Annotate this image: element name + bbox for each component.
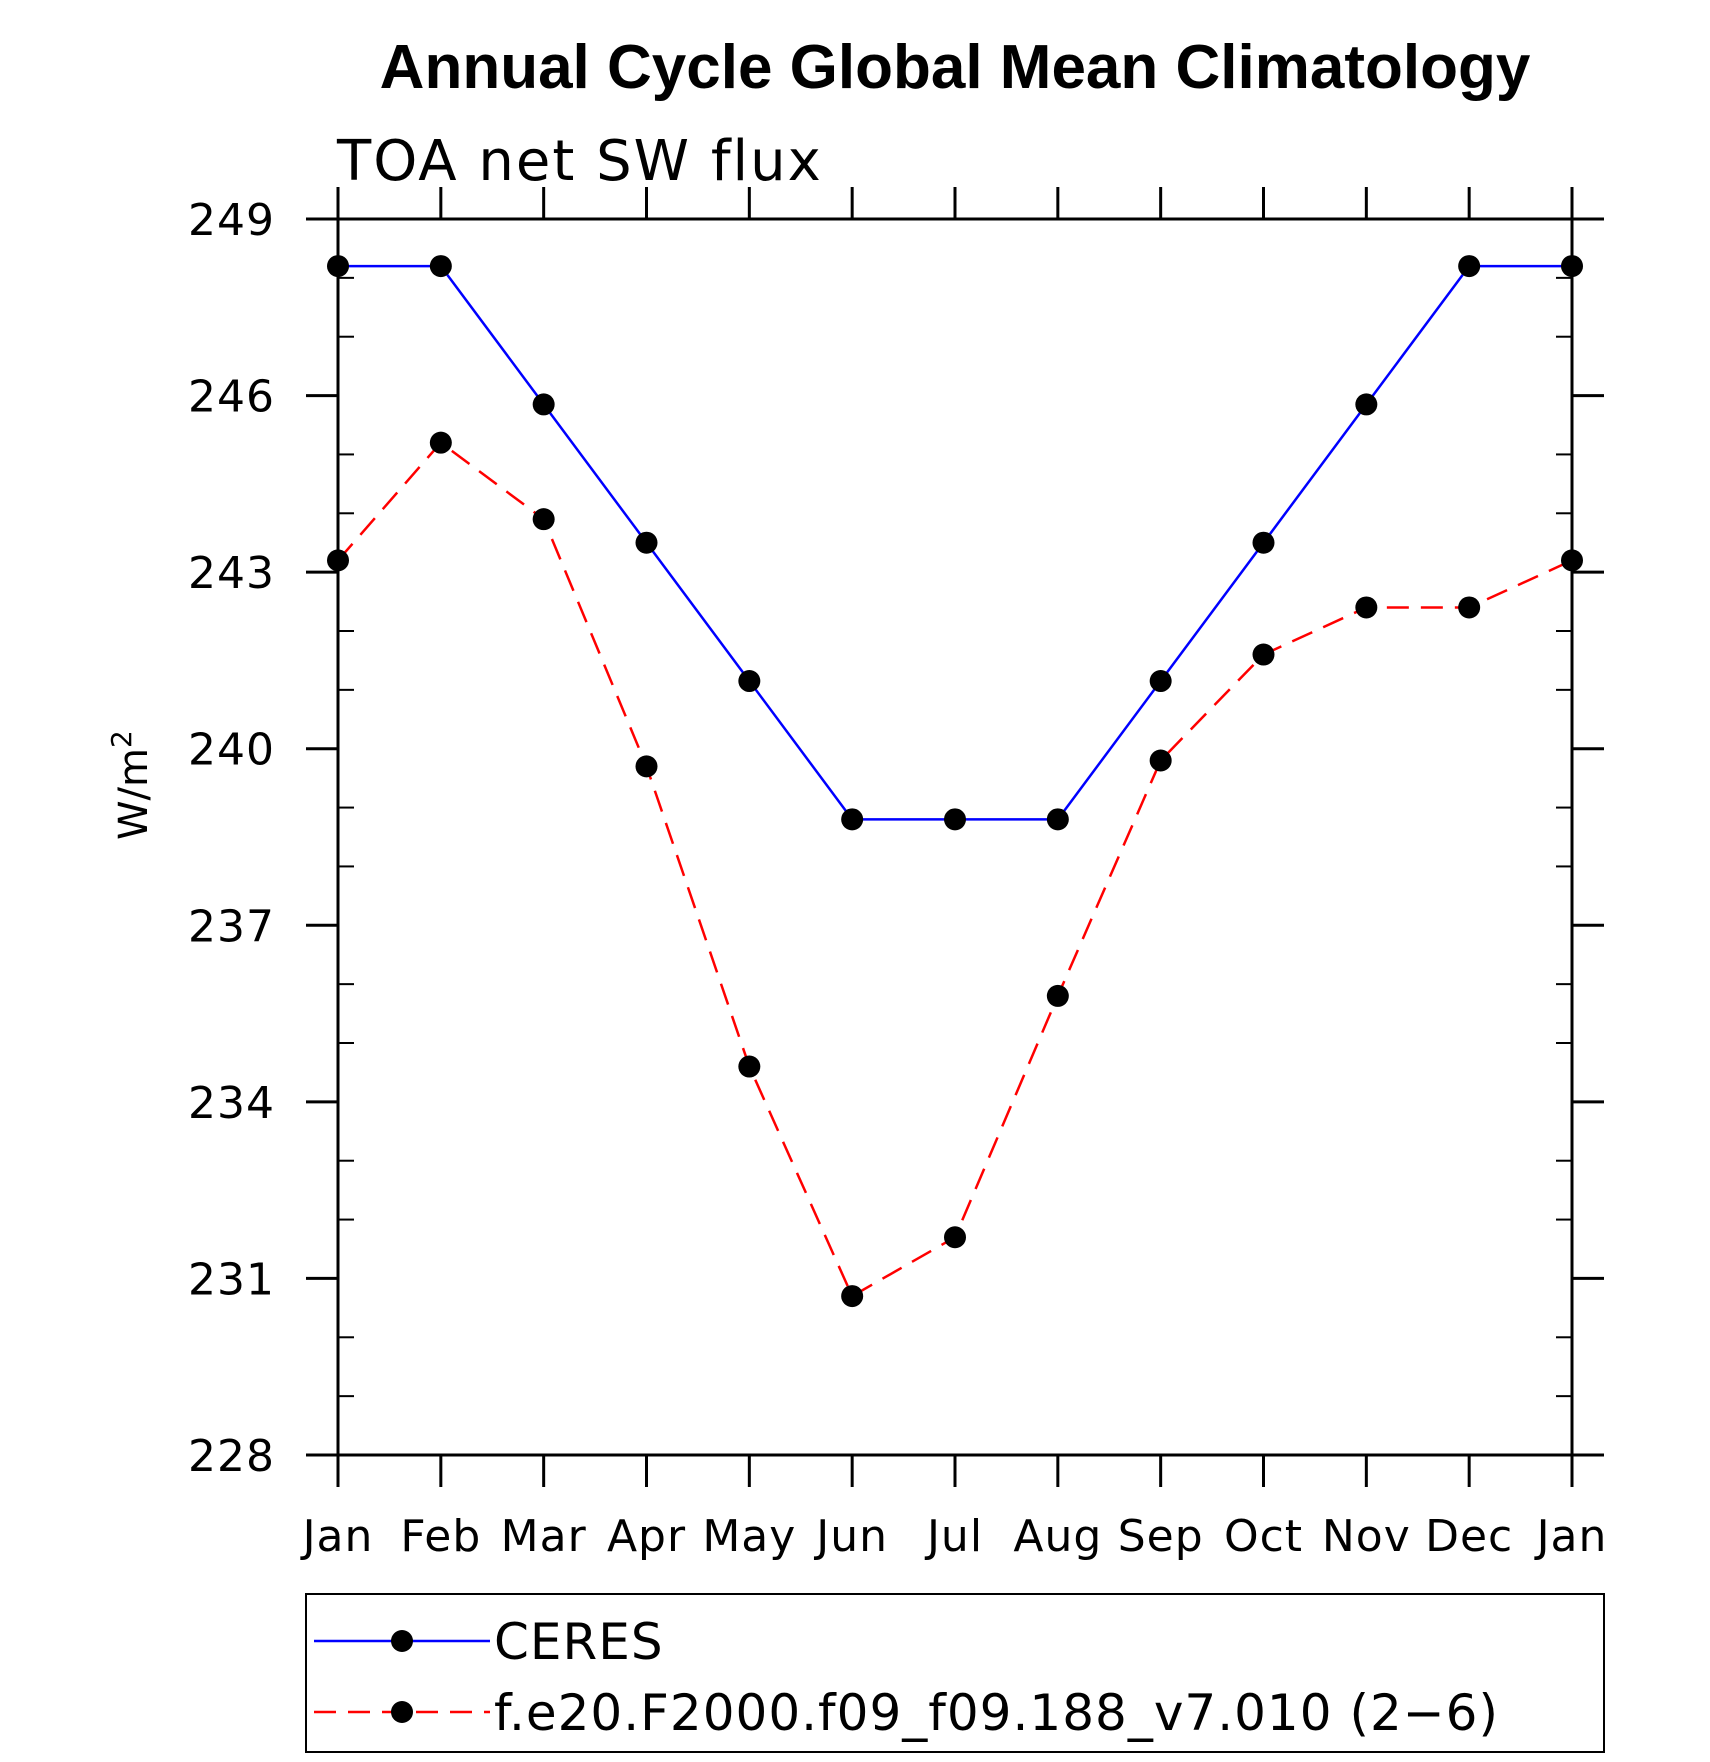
axis-ticks [306, 187, 1604, 1487]
series-2-point [532, 508, 555, 531]
series-1-point [1046, 808, 1069, 831]
series-1-point [532, 393, 555, 416]
legend: CERES f.e20.F2000.f09_f09.188_v7.010 (2−6… [314, 1613, 1499, 1742]
series-2-point [738, 1055, 761, 1078]
series-2-point [1355, 596, 1378, 619]
series-1-point [635, 531, 658, 554]
legend-marker-2 [391, 1701, 413, 1723]
y-tick-label: 249 [188, 195, 275, 246]
series-2-point [635, 755, 658, 778]
chart-subtitle: TOA net SW flux [336, 129, 823, 194]
series-2-point [429, 431, 452, 454]
x-tick-label: Mar [501, 1511, 587, 1562]
series-1-point [1458, 255, 1481, 278]
tick-labels: Jan Feb Mar Apr May Jun Jul Aug Sep Oct Nov Dec Jan 2… [188, 195, 1608, 1562]
legend-marker-1 [391, 1630, 413, 1652]
x-tick-label: Sep [1118, 1511, 1204, 1562]
y-tick-label: 234 [188, 1078, 275, 1129]
y-tick-label: 240 [188, 725, 275, 776]
y-tick-label: 231 [188, 1254, 275, 1305]
x-tick-label: Jan [300, 1511, 374, 1562]
series-1-point [429, 255, 452, 278]
series-1-point [1252, 531, 1275, 554]
series-2-point [841, 1285, 864, 1308]
y-tick-label: 228 [188, 1431, 275, 1482]
y-tick-label: 246 [188, 372, 275, 423]
series-line-1 [338, 264, 1572, 821]
series-2-point [1046, 984, 1069, 1007]
legend-label-1: CERES [494, 1613, 664, 1671]
x-tick-label: Jan [1534, 1511, 1608, 1562]
legend-box [305, 1593, 1605, 1753]
legend-label-2: f.e20.F2000.f09_f09.188_v7.010 (2−6) [494, 1684, 1499, 1742]
x-tick-label: May [702, 1511, 796, 1562]
x-tick-label: Aug [1013, 1511, 1102, 1562]
y-axis-label: W/m2 [105, 730, 157, 840]
series-2-point [1458, 596, 1481, 619]
y-tick-label: 237 [188, 901, 275, 952]
x-tick-label: Dec [1425, 1511, 1513, 1562]
x-tick-label: Apr [607, 1511, 686, 1562]
x-tick-label: Nov [1322, 1511, 1411, 1562]
x-tick-label: Jun [813, 1511, 888, 1562]
series-1-point [1561, 255, 1583, 278]
y-axis-label-text: W/m [111, 748, 157, 840]
series-1-point [841, 808, 864, 831]
series-1-point [327, 255, 349, 278]
series-2-point [327, 549, 349, 572]
y-tick-label: 243 [188, 548, 275, 599]
series-layer [327, 255, 1583, 1308]
series-1-point [738, 670, 761, 693]
x-tick-label: Oct [1224, 1511, 1303, 1562]
chart-title: Annual Cycle Global Mean Climatology [380, 33, 1531, 102]
series-2-point [1561, 549, 1583, 572]
plot-frame [336, 217, 1574, 1457]
series-2-point [944, 1226, 966, 1249]
y-axis-label-superscript: 2 [105, 730, 138, 748]
series-line-2 [337, 440, 1573, 1298]
x-tick-label: Jul [924, 1511, 983, 1562]
series-1-point [1149, 670, 1172, 693]
series-2-point [1149, 749, 1172, 772]
series-2-point [1252, 643, 1275, 666]
plot-border [336, 217, 1574, 1457]
x-tick-label: Feb [400, 1511, 481, 1562]
series-1-point [1355, 393, 1378, 416]
series-1-point [944, 808, 966, 831]
